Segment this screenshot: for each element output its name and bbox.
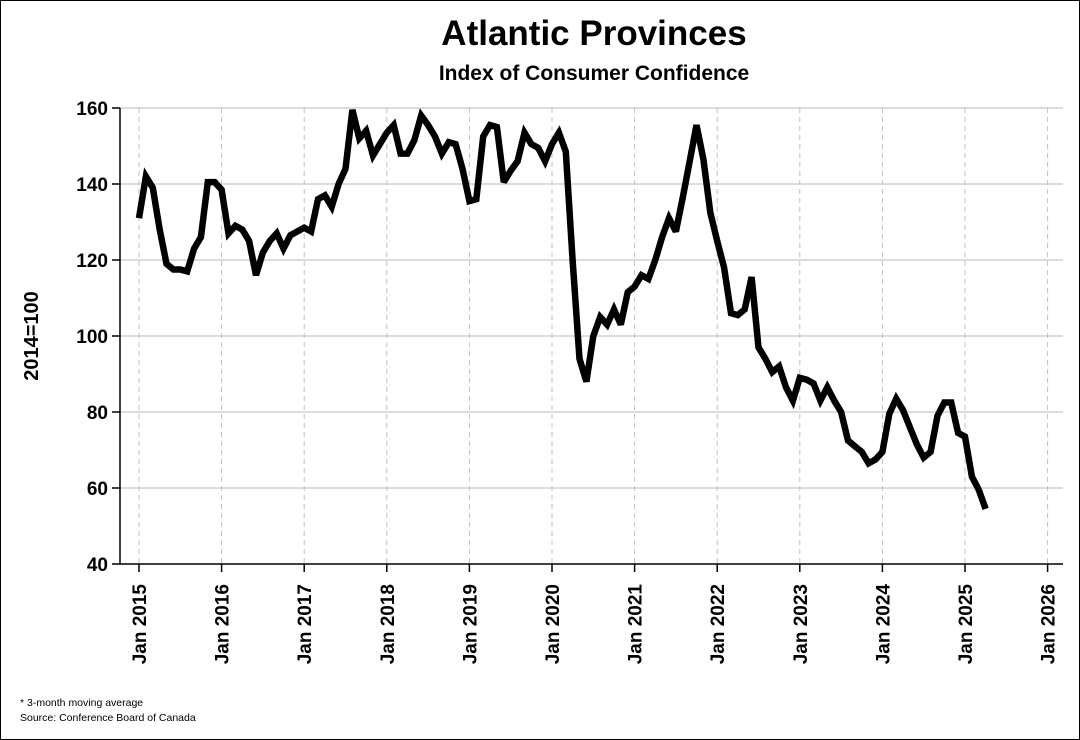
y-tick-label: 100 [76, 327, 108, 348]
series-line [135, 108, 989, 510]
tick-labels: 40 60 80 100 120 140 160 Jan 2015 Jan 2016 Jan 20… [21, 99, 1060, 664]
axes [112, 107, 1063, 572]
x-tick-label: Jan 2016 [213, 584, 234, 664]
footnotes: * 3-month moving average Source: Confere… [20, 696, 196, 726]
x-tick-label: Jan 2021 [626, 584, 647, 665]
x-tick-label: Jan 2024 [873, 584, 894, 665]
y-tick-label: 80 [87, 403, 108, 424]
x-tick-label: Jan 2025 [956, 584, 977, 665]
chart-subtitle: Index of Consumer Confidence [438, 62, 750, 85]
x-tick-label: Jan 2018 [378, 584, 399, 664]
y-tick-label: 60 [87, 479, 108, 500]
source-note: Source: Conference Board of Canada [20, 712, 196, 724]
footnote-moving-average: * 3-month moving average [20, 697, 144, 709]
y-tick-label: 160 [76, 99, 108, 120]
y-tick-label: 40 [87, 555, 108, 576]
y-axis-label: 2014=100 [21, 291, 43, 381]
x-tick-label: Jan 2019 [460, 584, 481, 664]
chart-title: Atlantic Provinces [441, 14, 747, 53]
x-tick-label: Jan 2023 [791, 584, 812, 664]
x-tick-label: Jan 2020 [543, 584, 564, 664]
y-tick-label: 140 [76, 175, 108, 196]
series-layer [135, 108, 989, 510]
x-tick-label: Jan 2015 [130, 584, 151, 665]
gridlines [120, 107, 1063, 564]
x-tick-label: Jan 2017 [295, 584, 316, 664]
y-tick-label: 120 [76, 251, 108, 272]
x-tick-label: Jan 2022 [708, 584, 729, 664]
x-tick-label: Jan 2026 [1039, 584, 1060, 664]
